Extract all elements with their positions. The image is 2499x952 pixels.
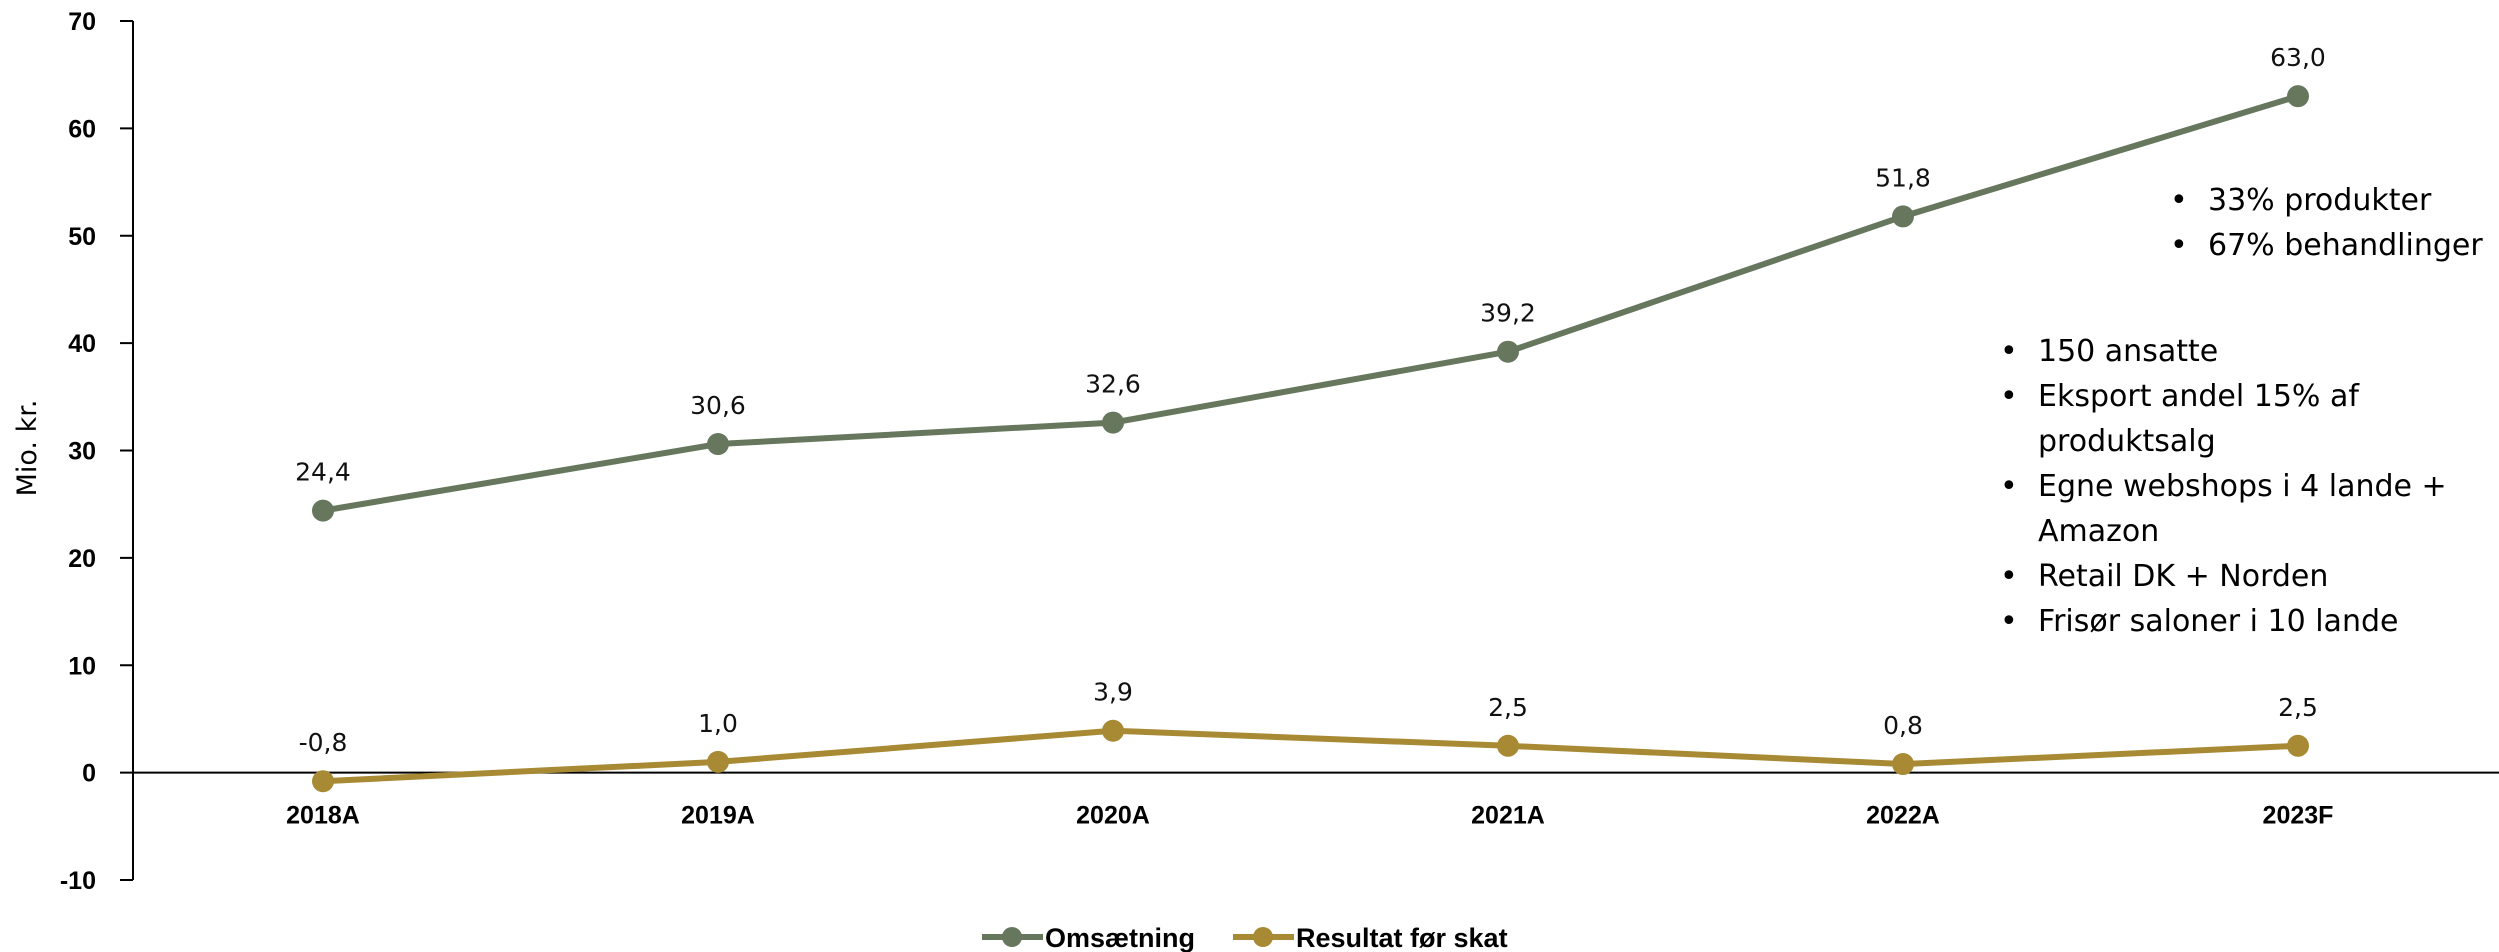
legend-omsaetning-label: Omsætning	[1045, 923, 1195, 952]
data-point	[707, 750, 729, 773]
y-tick-label: 10	[68, 652, 96, 680]
data-point	[1102, 719, 1124, 742]
legend-omsaetning-marker	[1002, 927, 1022, 947]
data-point	[1102, 411, 1124, 434]
legend: Omsætning Resultat før skat	[982, 923, 1508, 952]
data-point	[2287, 734, 2309, 757]
note-product-split: 33% produkter 67% behandlinger	[2170, 178, 2490, 268]
legend-resultat-label: Resultat før skat	[1296, 923, 1508, 952]
data-label: 51,8	[1875, 163, 1931, 192]
data-point	[1497, 734, 1519, 757]
data-point	[312, 770, 334, 793]
note-item: Eksport andel 15% af produktsalg	[2000, 374, 2470, 464]
y-ticks: -10 0 10 20 30 40 50 60 70	[60, 8, 133, 895]
series-layer: 24,4 30,6 32,6 39,2 51,8 63,0 -0,8 1,0 3,9 2,5 0,8…	[295, 43, 2326, 793]
y-axis-title: Mio. kr.	[12, 400, 43, 497]
data-label: 39,2	[1480, 299, 1536, 328]
y-tick-label: 40	[68, 330, 96, 358]
data-label: -0,8	[299, 728, 348, 757]
x-tick-label: 2021A	[1471, 802, 1545, 830]
x-ticks: 2018A 2019A 2020A 2021A 2022A 2023F	[286, 802, 2333, 830]
y-tick-label: 20	[68, 545, 96, 573]
data-point	[1892, 205, 1914, 228]
data-label: 32,6	[1085, 370, 1141, 399]
data-label: 2,5	[1488, 693, 1528, 722]
x-tick-label: 2019A	[681, 802, 755, 830]
data-point	[312, 499, 334, 522]
y-tick-label: 50	[68, 223, 96, 251]
x-tick-label: 2018A	[286, 802, 360, 830]
y-tick-label: 0	[82, 760, 96, 788]
note-item: Frisør saloner i 10 lande	[2000, 599, 2470, 644]
y-tick-label: -10	[60, 867, 96, 895]
series-line	[322, 93, 2299, 514]
data-label: 2,5	[2278, 693, 2318, 722]
x-tick-label: 2022A	[1866, 802, 1940, 830]
note-item: 33% produkter	[2170, 178, 2490, 223]
series-line	[322, 727, 2299, 785]
y-tick-label: 30	[68, 438, 96, 466]
note-item: Retail DK + Norden	[2000, 554, 2470, 599]
note-item: 67% behandlinger	[2170, 223, 2490, 268]
data-point	[1497, 340, 1519, 363]
series-1: 24,4 30,6 32,6 39,2 51,8 63,0	[295, 43, 2326, 522]
data-label: 30,6	[690, 391, 746, 420]
data-point	[1892, 753, 1914, 776]
data-label: 0,8	[1883, 711, 1923, 740]
data-label: 1,0	[698, 709, 738, 738]
legend-resultat-marker	[1253, 927, 1273, 947]
note-item: 150 ansatte	[2000, 329, 2470, 374]
data-label: 24,4	[295, 458, 351, 487]
x-tick-label: 2023F	[2263, 802, 2334, 830]
note-item: Egne webshops i 4 lande + Amazon	[2000, 464, 2470, 554]
note-company-facts: 150 ansatte Eksport andel 15% af produkt…	[2000, 329, 2470, 644]
data-point	[707, 433, 729, 456]
data-label: 3,9	[1093, 678, 1133, 707]
x-tick-label: 2020A	[1076, 802, 1150, 830]
series-2: -0,8 1,0 3,9 2,5 0,8 2,5	[299, 678, 2318, 793]
y-tick-label: 60	[68, 115, 96, 143]
y-tick-label: 70	[68, 8, 96, 36]
data-point	[2287, 85, 2309, 108]
data-label: 63,0	[2270, 43, 2326, 72]
